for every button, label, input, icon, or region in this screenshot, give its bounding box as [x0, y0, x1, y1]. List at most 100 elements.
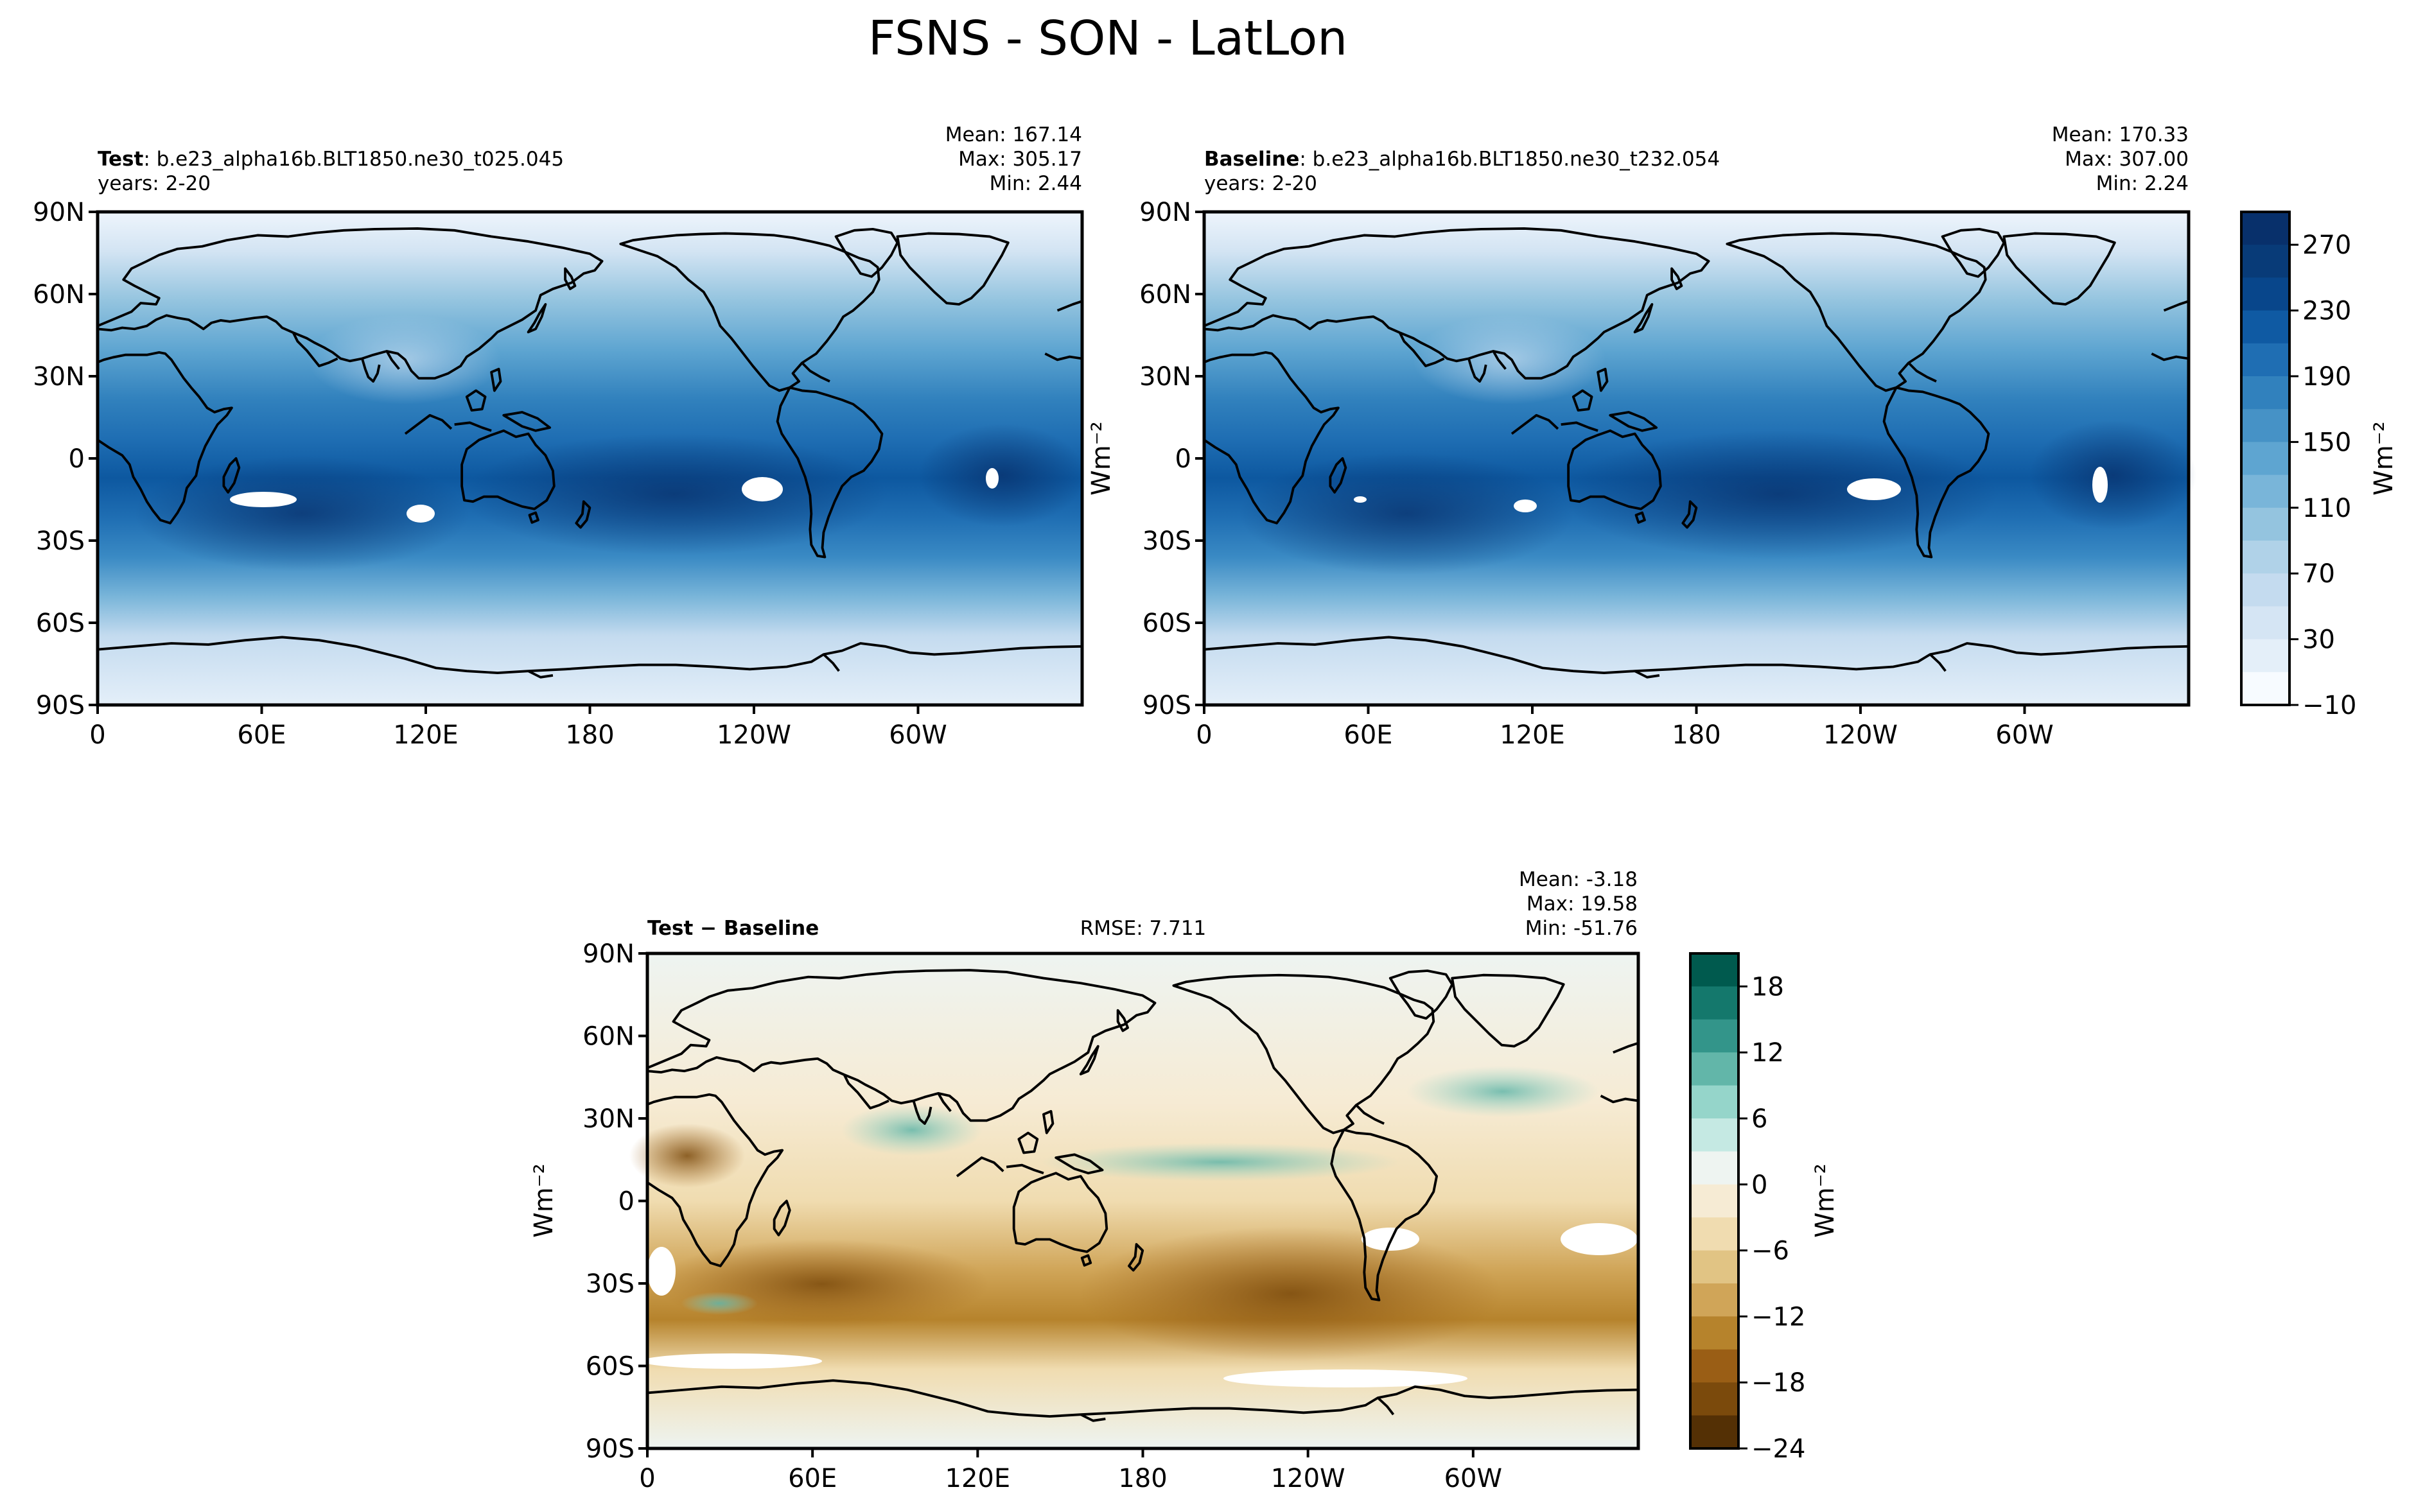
- map-diff-missing-5: [647, 1247, 676, 1296]
- colorbar-swatch: [2241, 442, 2289, 476]
- map-test-deep-indian: [135, 456, 469, 571]
- xtick-label: 60E: [788, 1464, 837, 1493]
- panel-test: Test: b.e23_alpha16b.BLT1850.ne30_t025.0…: [33, 123, 1085, 750]
- colorbar-swatch: [2241, 245, 2289, 278]
- colorbar-swatch: [1690, 1316, 1738, 1350]
- ytick-label: 30N: [33, 362, 85, 392]
- map-test-deep-pacific: [462, 433, 886, 555]
- colorbar-tick-label: 230: [2302, 297, 2351, 326]
- map-test: [96, 210, 1085, 707]
- panel-baseline-ylabel: Wm⁻²: [1087, 421, 1116, 496]
- colorbar-main: 270 230 190 150 110 70 30 −10 Wm⁻²: [2240, 211, 2399, 720]
- colorbar-swatch: [2241, 573, 2289, 607]
- ytick-label: 30S: [36, 526, 85, 556]
- axis-test-y: 90N 60N 30N 0 30S 60S 90S: [33, 198, 98, 720]
- ytick-label: 60S: [586, 1352, 635, 1382]
- colorbar-swatch: [1690, 1250, 1738, 1284]
- panel-diff-stat-mean: Mean: -3.18: [1519, 868, 1638, 891]
- panel-test-years: years: 2-20: [98, 172, 211, 195]
- map-test-missing-4: [986, 468, 999, 489]
- panel-test-label-rest: : b.e23_alpha16b.BLT1850.ne30_t025.045: [143, 148, 564, 171]
- panel-test-stat-mean: Mean: 167.14: [945, 123, 1082, 146]
- map-diff-brown-westafrica: [629, 1124, 745, 1188]
- map-baseline-missing-3: [2092, 467, 2108, 503]
- ytick-label: 0: [69, 444, 85, 474]
- map-test-missing-3: [407, 505, 435, 523]
- ytick-label: 90S: [1142, 691, 1191, 720]
- xtick-label: 120W: [1271, 1464, 1345, 1493]
- colorbar-swatch: [2241, 474, 2289, 508]
- map-diff-teal-pacific: [1040, 1143, 1400, 1181]
- figure-title: FSNS - SON - LatLon: [868, 11, 1347, 66]
- colorbar-swatch: [1690, 1151, 1738, 1185]
- ytick-label: 90N: [1139, 198, 1191, 227]
- map-test-missing-2: [742, 477, 783, 501]
- xtick-label: 0: [639, 1464, 655, 1493]
- ytick-label: 30S: [1142, 526, 1191, 556]
- xtick-label: 60W: [1444, 1464, 1502, 1493]
- xtick-label: 180: [565, 720, 614, 750]
- map-baseline-deep-indian: [1239, 453, 1573, 575]
- panel-baseline-years: years: 2-20: [1204, 172, 1317, 195]
- colorbar-tick-label: 70: [2302, 559, 2335, 589]
- colorbar-swatch: [1690, 1118, 1738, 1152]
- map-diff-brown-southpacific: [1079, 1226, 1503, 1361]
- colorbar-swatch: [1690, 953, 1738, 987]
- ytick-label: 60S: [36, 609, 85, 638]
- panel-baseline: Baseline: b.e23_alpha16b.BLT1850.ne30_t2…: [1087, 123, 2196, 750]
- xtick-label: 120E: [1500, 720, 1565, 750]
- map-baseline-light-asia: [1413, 315, 1606, 404]
- colorbar-main-frame: [2240, 211, 2291, 706]
- map-baseline: [1202, 210, 2196, 707]
- colorbar-swatch: [1690, 1184, 1738, 1218]
- colorbar-tick-label: −6: [1751, 1237, 1789, 1266]
- panel-baseline-stat-mean: Mean: 170.33: [2052, 123, 2189, 146]
- xtick-label: 120W: [717, 720, 791, 750]
- colorbar-swatch: [1690, 1415, 1738, 1449]
- panel-diff-label: Test − Baseline: [647, 917, 819, 940]
- colorbar-swatch: [2241, 606, 2289, 640]
- colorbar-diff: 18 12 6 0 −6 −12 −18 −24 Wm⁻²: [1689, 952, 1840, 1464]
- axis-diff-x: 0 60E 120E 180 120W 60W: [639, 1448, 1502, 1493]
- colorbar-swatch: [2241, 639, 2289, 673]
- map-diff-missing-4: [1561, 1223, 1638, 1255]
- colorbar-tick-label: 270: [2302, 230, 2351, 260]
- panel-baseline-label: Baseline: b.e23_alpha16b.BLT1850.ne30_t2…: [1204, 148, 1720, 171]
- xtick-label: 120E: [945, 1464, 1011, 1493]
- colorbar-tick-label: 6: [1751, 1104, 1767, 1134]
- map-baseline-missing-2: [1514, 500, 1537, 512]
- ytick-label: 90N: [582, 939, 635, 969]
- ytick-label: 60N: [582, 1022, 635, 1052]
- xtick-label: 0: [89, 720, 105, 750]
- ytick-label: 60N: [33, 280, 85, 309]
- colorbar-tick-label: −10: [2302, 691, 2356, 720]
- colorbar-swatch: [2241, 507, 2289, 541]
- xtick-label: 60W: [889, 720, 947, 750]
- map-baseline-deep-atlantic: [2029, 421, 2196, 530]
- map-diff-brown-southindian: [655, 1239, 989, 1329]
- colorbar-tick-label: 12: [1751, 1038, 1784, 1068]
- colorbar-swatch: [1690, 1085, 1738, 1119]
- colorbar-swatch: [2241, 376, 2289, 410]
- panel-diff-stat-min: Min: -51.76: [1525, 917, 1638, 940]
- map-baseline-deep-pacific: [1561, 430, 1997, 559]
- colorbar-swatch: [1690, 986, 1738, 1020]
- colorbar-tick-label: −24: [1751, 1434, 1805, 1464]
- ytick-label: 30N: [582, 1104, 635, 1134]
- panel-diff-ylabel: Wm⁻²: [529, 1163, 559, 1238]
- panel-baseline-stat-max: Max: 307.00: [2065, 148, 2189, 171]
- colorbar-swatch: [2241, 541, 2289, 574]
- colorbar-tick-label: −18: [1751, 1368, 1805, 1398]
- panel-diff-label-bold: Test − Baseline: [647, 917, 819, 940]
- ytick-label: 30N: [1139, 362, 1191, 392]
- axis-baseline-y: 90N 60N 30N 0 30S 60S 90S: [1139, 198, 1204, 720]
- map-baseline-missing-1: [1847, 478, 1901, 500]
- xtick-label: 60E: [237, 720, 286, 750]
- panel-test-label-bold: Test: [98, 148, 144, 171]
- xtick-label: 120W: [1823, 720, 1898, 750]
- colorbar-tick-label: 190: [2302, 362, 2351, 392]
- colorbar-swatch: [1690, 1382, 1738, 1416]
- map-diff-missing-2: [1223, 1369, 1467, 1387]
- colorbar-tick-label: 0: [1751, 1170, 1767, 1200]
- map-diff-missing-1: [642, 1353, 822, 1369]
